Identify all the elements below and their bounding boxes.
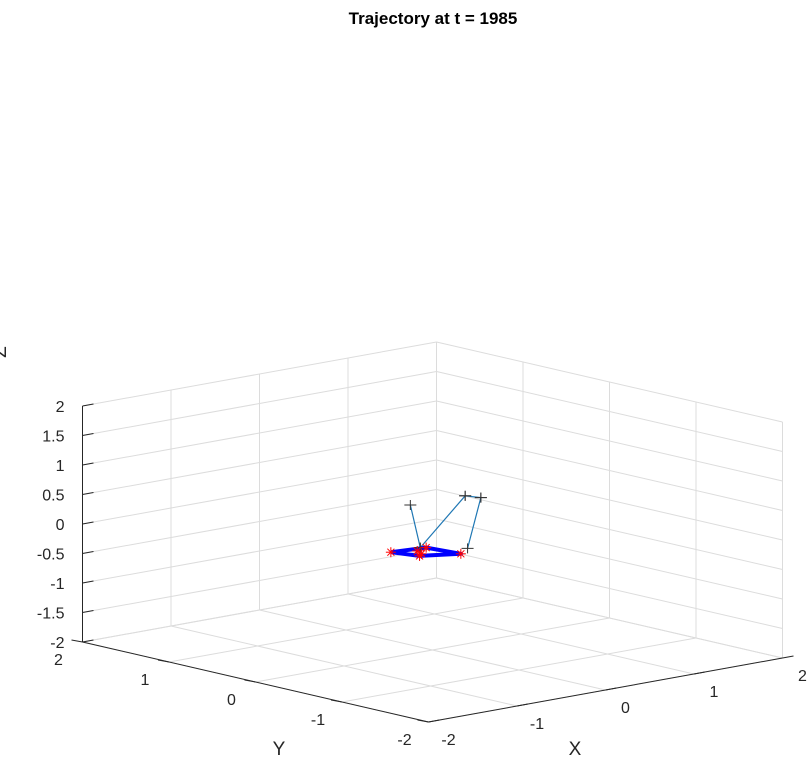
marker-point	[456, 549, 465, 558]
z-tick-mark	[82, 551, 94, 554]
back-wall-grid-line	[436, 430, 783, 511]
z-tick-mark	[82, 403, 94, 407]
marker-point	[413, 547, 422, 555]
y-tick-mark	[330, 699, 343, 703]
back-wall-grid-line	[436, 371, 783, 452]
back-wall-grid-line	[436, 548, 783, 629]
x-tick-label: 0	[621, 700, 630, 717]
x-tick-label: 2	[798, 668, 807, 685]
marker-point	[386, 548, 395, 557]
z-tick-mark	[82, 610, 94, 613]
z-tick-label: -2	[50, 635, 64, 652]
side-wall-grid-line	[82, 518, 437, 584]
back-wall-grid-line	[436, 341, 783, 423]
back-wall-grid-line	[436, 577, 783, 659]
z-tick-label: -0.5	[37, 547, 65, 564]
z-tick-mark	[82, 462, 94, 466]
y-tick-label: -1	[311, 712, 325, 729]
back-wall-grid-line	[436, 459, 783, 541]
z-tick-label: 0.5	[42, 488, 64, 505]
grid-lines	[82, 341, 783, 723]
floor-grid-line	[168, 597, 524, 663]
y-tick-label: 1	[141, 672, 150, 689]
floor-grid-line	[255, 617, 610, 683]
z-tick-label: 2	[56, 399, 65, 416]
back-wall-grid-line	[436, 518, 783, 600]
y-tick-mark	[417, 719, 429, 723]
y-tick-label: -2	[397, 732, 411, 749]
z-tick-mark	[82, 639, 94, 643]
floor-grid-line	[341, 637, 697, 703]
y-tick-label: 0	[227, 692, 236, 709]
link-series-line	[466, 497, 482, 549]
side-wall-grid-line	[82, 400, 437, 466]
axis-lines	[71, 403, 794, 723]
trajectory-markers	[385, 542, 466, 561]
back-wall-grid-line	[436, 400, 783, 482]
side-wall-grid-line	[82, 459, 437, 525]
z-tick-label: 1	[56, 458, 65, 475]
trajectory-series	[390, 490, 487, 558]
y-tick-mark	[71, 639, 83, 643]
z-tick-label: 1.5	[42, 429, 64, 446]
side-wall-grid-line	[82, 548, 437, 613]
marker-point	[417, 549, 426, 558]
side-wall-grid-line	[82, 371, 437, 436]
y-axis-label: Y	[273, 739, 286, 760]
x-tick-label: -1	[530, 716, 544, 733]
x-tick-label: -2	[441, 732, 455, 749]
x-tick-label: 1	[710, 684, 719, 701]
z-tick-label: -1.5	[37, 606, 65, 623]
link-series-line	[409, 504, 421, 548]
z-tick-mark	[82, 580, 94, 584]
link-series-line	[419, 495, 466, 549]
z-tick-mark	[82, 521, 94, 525]
side-wall-grid-line	[82, 577, 437, 643]
z-tick-mark	[82, 492, 94, 495]
chart-title: Trajectory at t = 1985	[349, 9, 518, 28]
x-tick-mark	[516, 703, 529, 707]
x-tick-mark	[693, 671, 706, 675]
x-tick-mark	[605, 687, 617, 691]
back-wall-grid-line	[436, 489, 783, 570]
z-tick-mark	[82, 433, 94, 436]
z-axis-label: Z	[0, 346, 11, 358]
side-wall-grid-line	[82, 430, 437, 495]
x-tick-mark	[782, 655, 794, 659]
y-tick-mark	[244, 679, 256, 683]
side-wall-grid-line	[82, 341, 437, 407]
side-wall-grid-line	[82, 489, 437, 554]
x-tick-mark	[428, 719, 440, 723]
y-tick-label: 2	[54, 652, 63, 669]
z-tick-label: 0	[56, 517, 65, 534]
z-tick-label: -1	[50, 576, 64, 593]
marker-point	[422, 543, 431, 552]
x-axis-label: X	[569, 739, 582, 760]
y-tick-mark	[157, 659, 170, 663]
